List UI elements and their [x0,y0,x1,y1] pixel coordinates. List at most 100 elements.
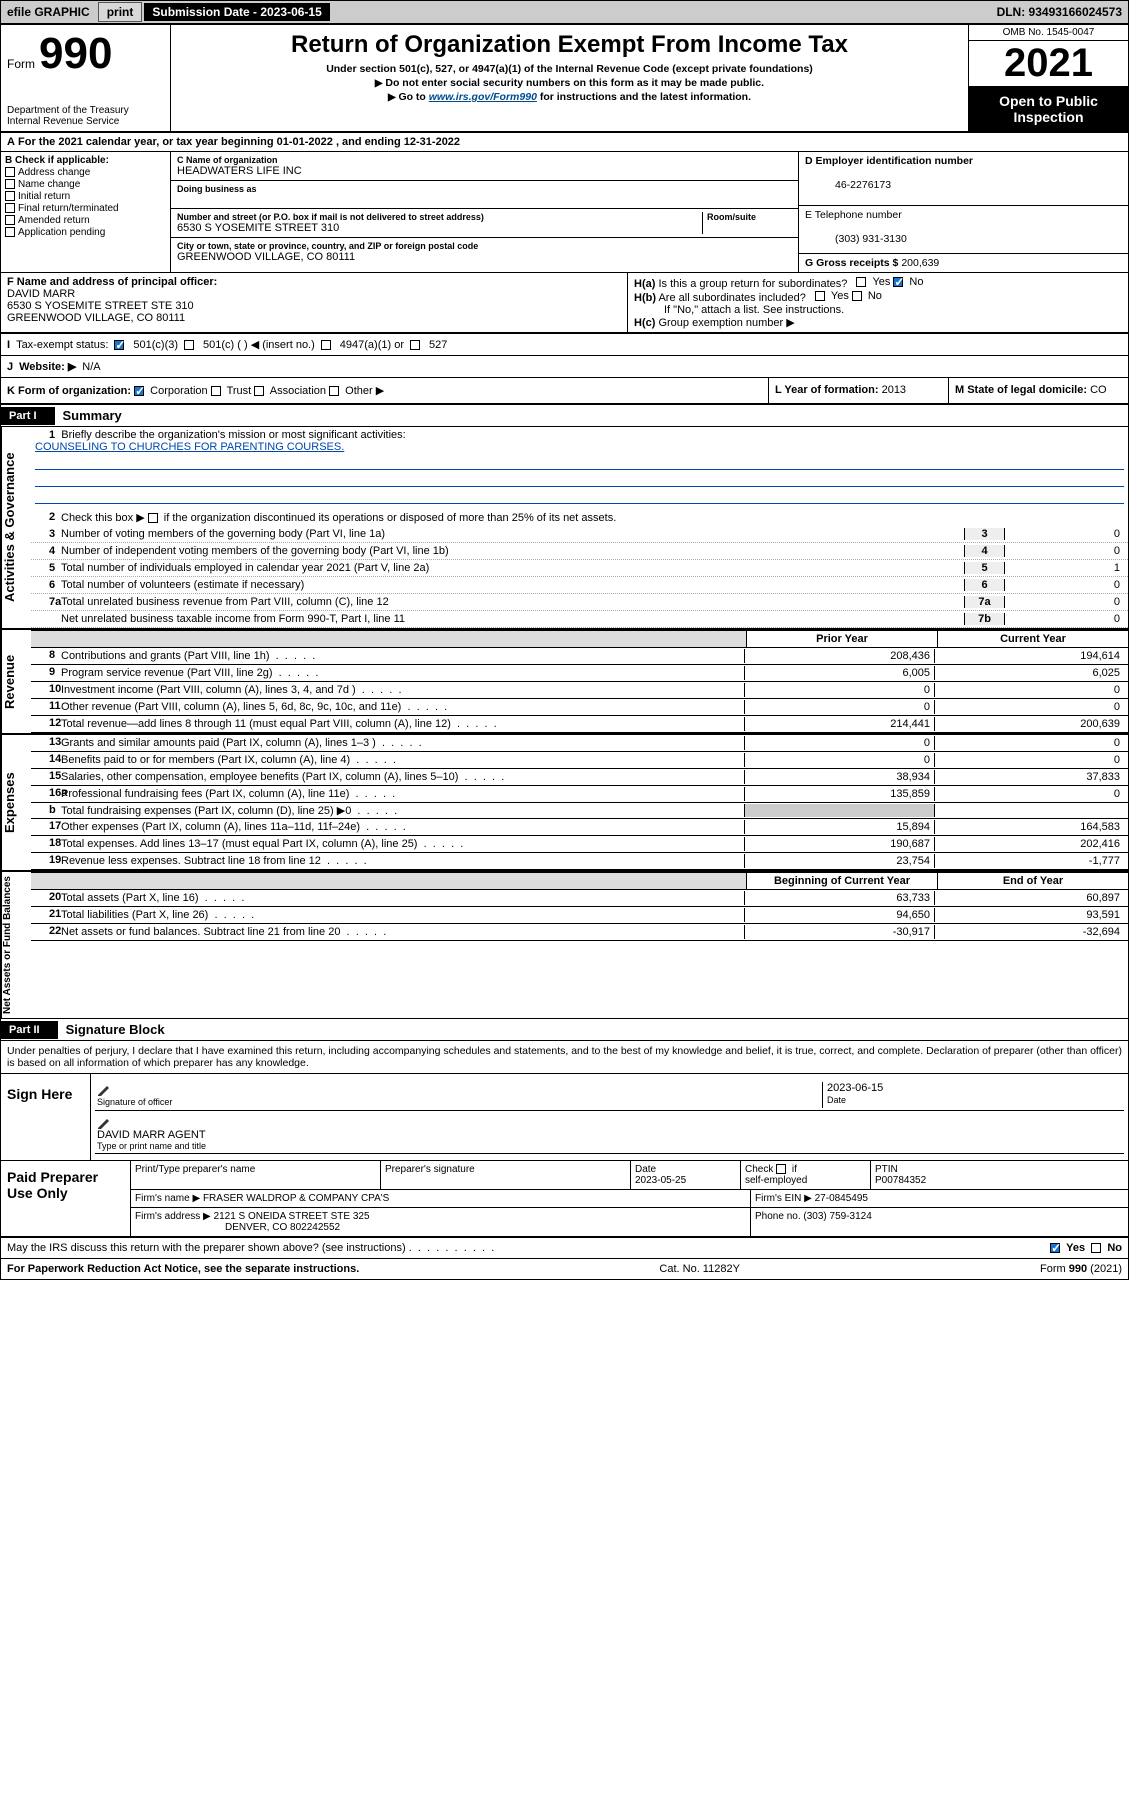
addr-label: Number and street (or P.O. box if mail i… [177,212,702,222]
fin-line-17: 17Other expenses (Part IX, column (A), l… [31,819,1128,836]
ein-value: 46-2276173 [805,179,891,191]
section-d-e-g: D Employer identification number 46-2276… [798,152,1128,272]
chk-501c3[interactable] [114,340,124,350]
org-name: HEADWATERS LIFE INC [177,165,792,177]
header-right: OMB No. 1545-0047 2021 Open to Public In… [968,25,1128,131]
chk-association[interactable] [254,386,264,396]
sig-officer-label: Signature of officer [97,1097,172,1107]
fin-line-19: 19Revenue less expenses. Subtract line 1… [31,853,1128,870]
form-number: 990 [39,29,112,79]
type-label: Type or print name and title [97,1141,1122,1151]
firm-name-label: Firm's name ▶ [135,1193,200,1204]
ha-yes[interactable] [856,277,866,287]
section-klm: K Form of organization: Corporation Trus… [1,378,1128,405]
form-title: Return of Organization Exempt From Incom… [177,31,962,59]
chk-4947[interactable] [321,340,331,350]
header-middle: Return of Organization Exempt From Incom… [171,25,968,131]
section-k: K Form of organization: Corporation Trus… [1,378,768,403]
prep-phone-label: Phone no. [755,1211,801,1222]
fin-line-18: 18Total expenses. Add lines 13–17 (must … [31,836,1128,853]
part2-header: Part II Signature Block [1,1019,1128,1041]
fin-line-16a: 16aProfessional fundraising fees (Part I… [31,786,1128,803]
section-j: J Website: ▶ N/A [1,356,1128,378]
irs-link[interactable]: www.irs.gov/Form990 [429,91,537,103]
part1-revenue: Revenue Prior Year Current Year 8Contrib… [1,630,1128,735]
may-yes[interactable] [1050,1243,1060,1253]
officer-name: DAVID MARR [7,288,75,300]
officer-printed: DAVID MARR AGENT [97,1129,1122,1141]
part1-activities-gov: Activities & Governance 1 Briefly descri… [1,427,1128,630]
section-m: M State of legal domicile: CO [949,378,1128,403]
chk-initial-return[interactable]: Initial return [5,191,166,202]
chk-self-employed[interactable] [776,1164,786,1174]
q1-text: Briefly describe the organization's miss… [61,429,405,441]
city-label: City or town, state or province, country… [177,241,792,251]
phone-value: (303) 931-3130 [805,233,907,245]
officer-addr1: 6530 S YOSEMITE STREET STE 310 [7,300,194,312]
prep-date-hdr: Date [635,1164,656,1175]
firm-ein-label: Firm's EIN ▶ [755,1193,812,1204]
header-left: Form 990 Department of the Treasury Inte… [1,25,171,131]
hc-text: Group exemption number ▶ [658,317,794,329]
gov-line-3: 3Number of voting members of the governi… [31,526,1128,543]
perjury-note: Under penalties of perjury, I declare th… [1,1041,1128,1074]
i-label: Tax-exempt status: [16,339,108,351]
print-button[interactable]: print [98,2,143,22]
f-label: F Name and address of principal officer: [7,276,217,288]
e-label: E Telephone number [805,209,902,221]
section-a-taxyear: A For the 2021 calendar year, or tax yea… [1,133,1128,152]
chk-final-return[interactable]: Final return/terminated [5,203,166,214]
rev-col-headers: Prior Year Current Year [31,630,1128,648]
gov-line-7a: 7aTotal unrelated business revenue from … [31,594,1128,611]
firm-addr2: DENVER, CO 802242552 [135,1222,340,1233]
self-employed-cell: Check ifself-employed [741,1161,871,1189]
chk-501c[interactable] [184,340,194,350]
chk-discontinued[interactable] [148,513,158,523]
may-no[interactable] [1091,1243,1101,1253]
efile-label: efile GRAPHIC [1,5,96,19]
hb-no[interactable] [852,291,862,301]
fin-line-12: 12Total revenue—add lines 8 through 11 (… [31,716,1128,733]
submission-date: Submission Date - 2023-06-15 [144,3,329,21]
chk-name-change[interactable]: Name change [5,179,166,190]
chk-other[interactable] [329,386,339,396]
fin-line-13: 13Grants and similar amounts paid (Part … [31,735,1128,752]
sign-here-block: Sign Here Signature of officer 2023-06-1… [1,1074,1128,1161]
cat-no: Cat. No. 11282Y [659,1263,740,1275]
mission-link[interactable]: COUNSELING TO CHURCHES FOR PARENTING COU… [35,441,344,453]
firm-ein: 27-0845495 [815,1193,868,1204]
paperwork-note: For Paperwork Reduction Act Notice, see … [7,1263,359,1275]
hb-yes[interactable] [815,291,825,301]
officer-addr2: GREENWOOD VILLAGE, CO 80111 [7,312,185,324]
fin-line-b: bTotal fundraising expenses (Part IX, co… [31,803,1128,819]
gov-line-6: 6Total number of volunteers (estimate if… [31,577,1128,594]
form-990-frame: Form 990 Department of the Treasury Inte… [0,24,1129,1280]
ptin-value: P00784352 [875,1175,926,1186]
fin-line-14: 14Benefits paid to or for members (Part … [31,752,1128,769]
pen-icon [97,1115,111,1129]
state-domicile: CO [1090,384,1107,396]
chk-corporation[interactable] [134,386,144,396]
chk-amended-return[interactable]: Amended return [5,215,166,226]
chk-address-change[interactable]: Address change [5,167,166,178]
firm-addr-label: Firm's address ▶ [135,1211,211,1222]
part1-tag: Part I [1,407,55,425]
subtitle-1: Under section 501(c), 527, or 4947(a)(1)… [177,63,962,75]
part1-expenses: Expenses 13Grants and similar amounts pa… [1,735,1128,872]
fin-line-15: 15Salaries, other compensation, employee… [31,769,1128,786]
org-street: 6530 S YOSEMITE STREET 310 [177,222,702,234]
col-boy: Beginning of Current Year [746,873,937,889]
section-b: B Check if applicable: Address change Na… [1,152,171,272]
chk-527[interactable] [410,340,420,350]
subtitle-3: Go to www.irs.gov/Form990 for instructio… [177,91,962,103]
chk-trust[interactable] [211,386,221,396]
pen-icon [97,1082,111,1096]
ha-no[interactable] [893,277,903,287]
chk-application-pending[interactable]: Application pending [5,227,166,238]
side-activities: Activities & Governance [1,427,31,628]
section-h: H(a) Is this a group return for subordin… [628,273,1128,332]
c-name-label: C Name of organization [177,155,792,165]
side-netassets: Net Assets or Fund Balances [1,872,31,1018]
page-footer: For Paperwork Reduction Act Notice, see … [1,1259,1128,1279]
part1-netassets: Net Assets or Fund Balances Beginning of… [1,872,1128,1019]
